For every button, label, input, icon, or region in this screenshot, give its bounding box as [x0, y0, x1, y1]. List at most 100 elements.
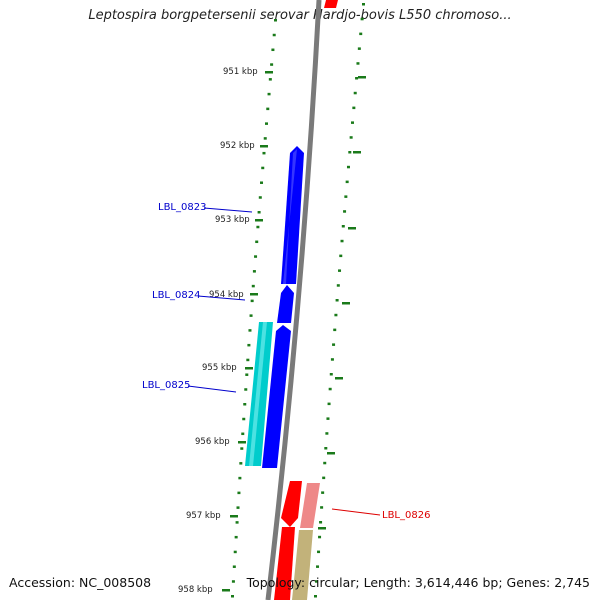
outer-tick-dot [324, 447, 328, 450]
kbp-tick-label: 958 kbp [178, 585, 213, 595]
outer-tick-dot [340, 239, 344, 243]
inner-tick-dot [272, 33, 276, 37]
outer-tick-dot [326, 417, 330, 420]
inner-tick-dot [245, 373, 249, 376]
outer-tick-dot [343, 210, 347, 213]
outer-tick-dot [335, 299, 339, 302]
inner-tick-dot [249, 314, 253, 317]
gene-label: LBL_0825 [142, 380, 190, 391]
outer-tick-dot [336, 284, 340, 287]
map-title: Leptospira borgpetersenii serovar Hardjo… [88, 8, 512, 23]
gene-label: LBL_0826 [382, 510, 430, 521]
inner-tick-dot [234, 535, 238, 539]
inner-tick-dot [251, 284, 255, 288]
inner-tick-dot [268, 78, 272, 81]
tick-ring-outer [314, 3, 366, 598]
features [245, 0, 338, 600]
outer-tick-dot [316, 565, 320, 568]
inner-tick-dot [233, 550, 237, 554]
inner-tick-dot [242, 417, 246, 421]
outer-tick-dot [322, 476, 326, 480]
outer-tick-dot [323, 461, 327, 465]
outer-major-tick [327, 452, 335, 455]
outer-tick-dot [327, 402, 331, 406]
tick-ring-inner [222, 19, 277, 598]
kbp-tick-label: 955 kbp [202, 363, 237, 373]
outer-tick-dot [346, 165, 350, 169]
outer-tick-dot [314, 595, 317, 598]
inner-tick-dot [250, 299, 254, 303]
cds-red-lower [274, 527, 295, 600]
outer-major-tick [358, 76, 366, 79]
inner-major-tick [230, 515, 238, 518]
outer-tick-dot [341, 225, 345, 228]
outer-tick-dot [339, 254, 343, 258]
outer-tick-dot [320, 506, 324, 509]
inner-tick-dot [274, 19, 277, 22]
gene-leader-line [197, 295, 246, 301]
inner-tick-dot [240, 447, 244, 450]
inner-tick-dot [256, 225, 260, 229]
inner-major-tick [222, 589, 230, 592]
inner-tick-dot [236, 506, 240, 509]
outer-tick-dot [360, 17, 364, 21]
outer-tick-dot [332, 343, 336, 346]
outer-major-tick [335, 377, 343, 380]
outer-tick-dot [319, 521, 323, 524]
inner-tick-dot [231, 595, 234, 598]
inner-tick-dot [271, 48, 275, 52]
feature-tan [292, 530, 313, 600]
backbone [265, 0, 322, 600]
outer-tick-dot [356, 62, 360, 65]
kbp-tick-label: 956 kbp [195, 437, 230, 447]
inner-major-tick [238, 441, 246, 444]
inner-tick-dot [258, 196, 262, 199]
outer-tick-dot [352, 106, 356, 110]
outer-tick-dot [344, 195, 348, 198]
gene-leader-line [187, 385, 237, 393]
cds-cyan-highlight [249, 322, 267, 466]
inner-tick-dot [260, 181, 264, 184]
outer-major-tick [348, 227, 356, 230]
outer-tick-dot [350, 121, 354, 124]
outer-tick-dot [353, 91, 357, 95]
inner-tick-dot [270, 63, 274, 66]
outer-tick-dot [325, 432, 329, 435]
kbp-labels: 951 kbp 952 kbp 953 kbp 954 kbp 955 kbp 956 k… [178, 67, 258, 595]
inner-tick-dot [247, 343, 251, 347]
inner-tick-dot [264, 122, 268, 125]
kbp-tick-label: 951 kbp [223, 67, 258, 77]
inner-tick-dot [243, 403, 247, 406]
inner-tick-dot [232, 565, 236, 568]
inner-tick-dot [257, 211, 261, 214]
inner-tick-dot [241, 432, 245, 436]
outer-tick-dot [317, 550, 321, 554]
outer-tick-dot [333, 328, 337, 332]
outer-tick-dot [329, 373, 333, 376]
backbone-arc [265, 0, 322, 600]
kbp-tick-label: 952 kbp [220, 141, 255, 151]
outer-tick-dot [359, 32, 363, 36]
genome-summary: Topology: circular; Length: 3,614,446 bp… [246, 575, 590, 590]
cds-LBL_0824 [277, 285, 294, 323]
outer-major-tick [318, 527, 326, 530]
inner-tick-dot [254, 255, 258, 258]
inner-tick-dot [237, 491, 241, 495]
inner-tick-dot [246, 358, 250, 362]
inner-tick-dot [244, 388, 248, 391]
accession-label: Accession: NC_008508 [9, 575, 152, 590]
inner-tick-dot [238, 476, 242, 480]
outer-tick-dot [328, 387, 332, 391]
inner-major-tick [265, 71, 273, 74]
inner-tick-dot [231, 580, 235, 583]
inner-tick-dot [255, 240, 259, 244]
outer-tick-dot [348, 151, 352, 154]
gene-label: LBL_0823 [158, 202, 206, 213]
kbp-tick-label: 957 kbp [186, 511, 221, 521]
outer-tick-dot [334, 313, 338, 317]
inner-major-tick [255, 219, 263, 222]
inner-tick-dot [261, 166, 265, 170]
outer-tick-dot [349, 136, 353, 139]
